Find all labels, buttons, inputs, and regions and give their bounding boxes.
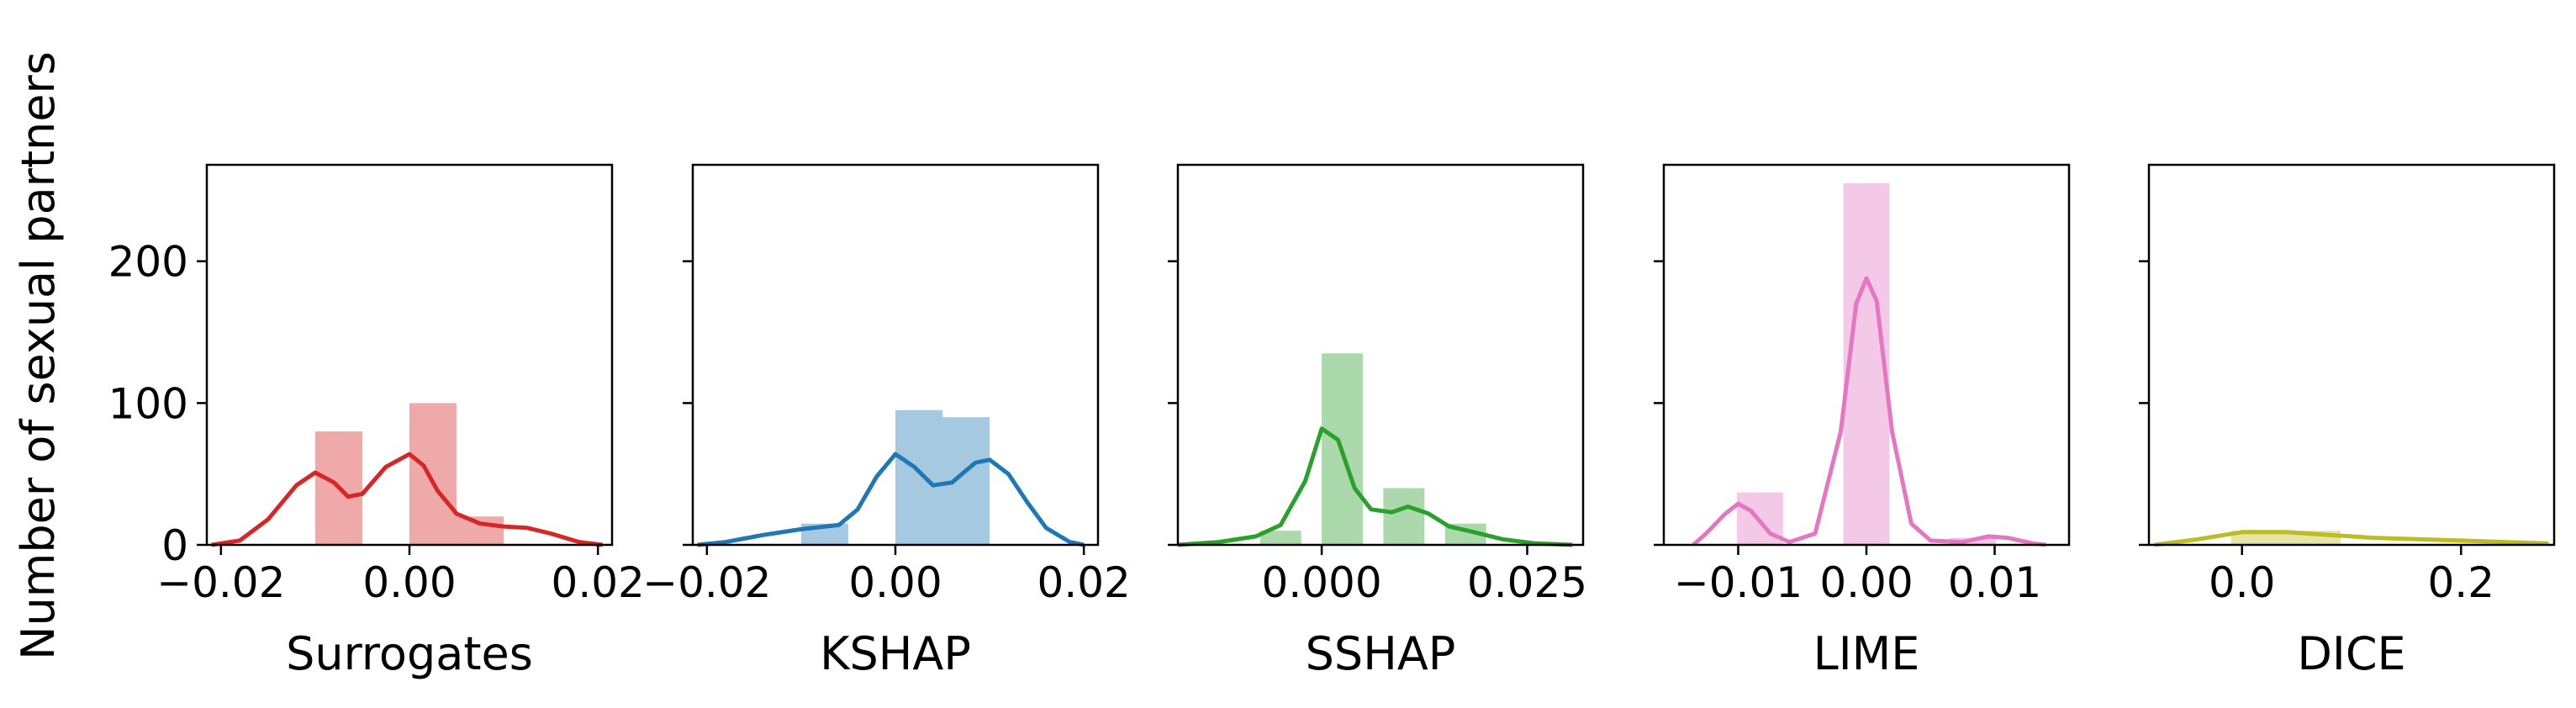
x-axis-label: Surrogates [286, 627, 533, 680]
panel-surrogates: −0.02 0.00 0.02 0 100 200 Surrogates [108, 163, 645, 680]
x-tick-label: 0.025 [1467, 558, 1587, 607]
y-axis-label: Number of sexual partners [12, 51, 65, 660]
x-tick-label: 0.00 [848, 558, 942, 607]
panel-lime: −0.01 0.00 0.01 LIME [1654, 163, 2071, 680]
x-tick-label: 0.0 [2209, 558, 2276, 607]
x-tick-label: 0.00 [362, 558, 456, 607]
axes-frame [1176, 163, 1585, 547]
histogram-bar [1843, 182, 1890, 546]
x-axis-label: SSHAP [1306, 627, 1456, 680]
x-tick-label: −0.02 [642, 558, 771, 607]
histogram-bar [895, 409, 943, 545]
panel-dice: 0.0 0.2 DICE [2139, 163, 2556, 680]
x-tick-label: 0.02 [552, 558, 645, 607]
x-tick-label: 0.01 [1948, 558, 2041, 607]
x-tick-label: −0.01 [1674, 558, 1803, 607]
kde-line [2154, 530, 2549, 547]
x-tick-label: −0.02 [156, 558, 285, 607]
histogram-bar [1259, 531, 1301, 545]
y-tick-label: 200 [108, 238, 188, 287]
kde-line [697, 452, 1085, 547]
panel-kshap: −0.02 0.00 0.02 KSHAP [642, 163, 1131, 680]
y-tick-label: 0 [161, 521, 188, 570]
x-axis-label: DICE [2297, 627, 2405, 680]
x-tick-label: 0.2 [2428, 558, 2495, 607]
histogram-bar [457, 516, 504, 545]
x-tick-label: 0.000 [1262, 558, 1382, 607]
histogram-bar [1383, 488, 1425, 545]
kde-line [1692, 276, 2046, 547]
axes-frame [2147, 163, 2556, 547]
x-tick-label: 0.00 [1819, 558, 1913, 607]
x-axis-label: LIME [1813, 627, 1920, 680]
histogram-bar [2230, 531, 2286, 545]
kde-line [1177, 426, 1573, 547]
kde-line [211, 452, 604, 547]
y-tick-label: 100 [108, 379, 188, 428]
x-tick-label: 0.02 [1037, 558, 1131, 607]
histogram-bar [409, 403, 457, 545]
x-axis-label: KSHAP [820, 627, 971, 680]
